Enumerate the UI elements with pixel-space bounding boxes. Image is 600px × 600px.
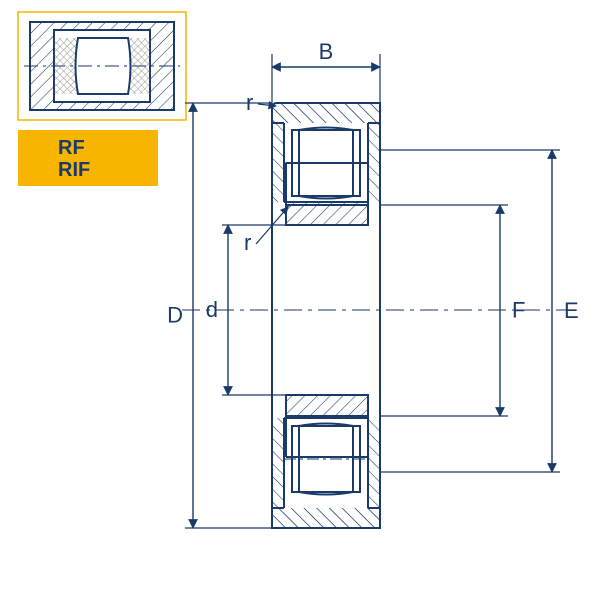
svg-text:RIF: RIF <box>58 159 90 181</box>
svg-text:r: r <box>246 90 253 115</box>
svg-text:F: F <box>512 298 525 323</box>
svg-text:r: r <box>244 230 251 255</box>
svg-text:E: E <box>564 298 579 323</box>
svg-text:D: D <box>167 303 183 328</box>
svg-text:RF: RF <box>58 137 85 159</box>
svg-text:B: B <box>319 39 334 64</box>
svg-text:d: d <box>206 297 218 322</box>
